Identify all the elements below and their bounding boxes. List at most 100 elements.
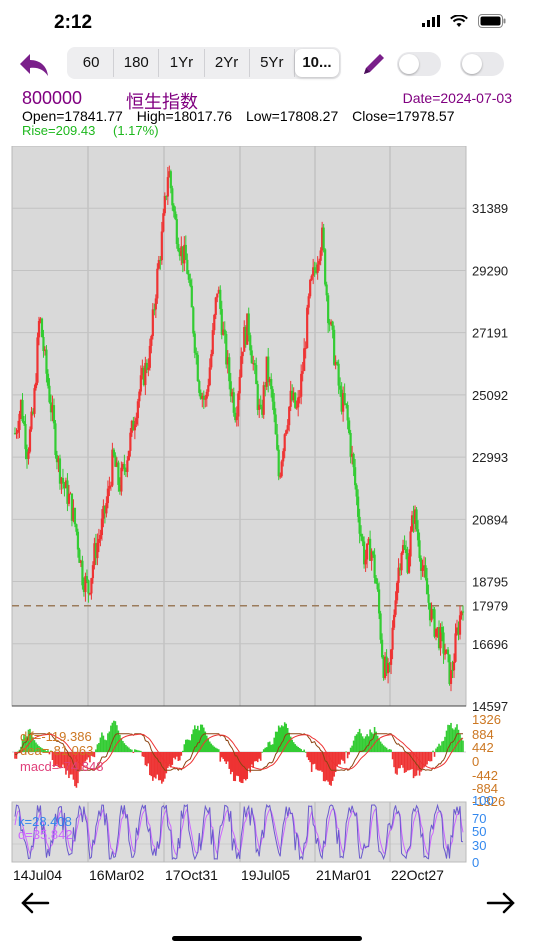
- candle-body: [57, 458, 60, 463]
- candle-body: [217, 289, 220, 294]
- candle-body: [449, 669, 453, 684]
- candle-body: [126, 460, 129, 472]
- macd-bar: [125, 744, 127, 752]
- macd-bar: [77, 752, 79, 784]
- candle-body: [153, 309, 156, 311]
- candle-body: [380, 639, 384, 658]
- macd-bar: [433, 752, 436, 757]
- candle-body: [234, 412, 237, 421]
- candle-body: [358, 516, 361, 534]
- candle-body: [142, 367, 145, 386]
- forward-arrow-icon[interactable]: [480, 888, 520, 918]
- pencil-icon[interactable]: [360, 50, 388, 78]
- candle-body: [228, 357, 231, 382]
- candle-body: [91, 565, 95, 579]
- period-segmented-control: 60 180 1Yr 2Yr 5Yr 10...: [67, 47, 341, 79]
- home-indicator: [172, 936, 362, 941]
- macd-bar: [39, 747, 42, 752]
- macd-bar: [238, 752, 241, 782]
- macd-bar: [84, 752, 87, 762]
- macd-bar: [309, 752, 311, 763]
- macd-bar: [32, 737, 34, 752]
- d-label: d=35.842: [18, 827, 73, 842]
- toggle-switch-2[interactable]: [460, 52, 504, 76]
- candle-body: [96, 542, 99, 559]
- macd-bar: [36, 744, 39, 752]
- macd-bar: [192, 729, 195, 752]
- candle-body: [372, 551, 375, 555]
- back-icon[interactable]: [18, 52, 50, 78]
- candle-body: [382, 657, 385, 678]
- wifi-icon: [450, 14, 468, 27]
- candle-body: [36, 337, 39, 383]
- candle-body: [351, 453, 354, 457]
- stock-chart[interactable]: 31389 29290 27191 25092 22993 20894 18795 17979…: [0, 146, 534, 886]
- candle-body: [177, 243, 180, 252]
- tab-5yr[interactable]: 5Yr: [250, 49, 295, 77]
- macd-bar: [116, 725, 118, 752]
- macd-bar: [312, 752, 314, 765]
- back-arrow-icon[interactable]: [18, 888, 58, 918]
- macd-bar: [210, 743, 213, 752]
- candle-body: [434, 628, 438, 637]
- price-tick-label: 22993: [472, 450, 508, 465]
- macd-bar: [131, 749, 133, 752]
- macd-bar: [354, 735, 356, 752]
- candle-body: [452, 661, 456, 671]
- status-bar: 2:12: [0, 0, 534, 46]
- tab-10yr[interactable]: 10...: [294, 49, 340, 77]
- candle-body: [25, 449, 29, 459]
- macd-bar: [390, 749, 392, 752]
- candle-body: [109, 485, 112, 487]
- low-value: Low=17808.27: [245, 108, 339, 124]
- candle-body: [279, 476, 282, 478]
- macd-bar: [393, 752, 395, 768]
- candle-body: [93, 543, 96, 566]
- macd-bar: [339, 752, 341, 765]
- candle-body: [367, 538, 370, 544]
- macd-bar: [315, 752, 317, 770]
- macd-bar: [450, 722, 452, 752]
- macd-bar: [301, 750, 304, 752]
- candle-body: [431, 608, 435, 610]
- candle-body: [270, 378, 273, 390]
- tab-2yr[interactable]: 2Yr: [205, 49, 250, 77]
- candle-body: [172, 205, 175, 212]
- candle-body: [315, 270, 318, 273]
- macd-bar: [170, 752, 172, 768]
- candle-body: [139, 375, 142, 392]
- macd-bar: [244, 752, 247, 781]
- candle-body: [295, 407, 298, 409]
- candle-body: [18, 413, 21, 430]
- candle-body: [310, 275, 313, 280]
- rise-percent: (1.17%): [113, 123, 159, 138]
- candle-body: [202, 395, 205, 400]
- macd-bar: [60, 752, 63, 769]
- candle-body: [443, 653, 447, 655]
- tab-1yr[interactable]: 1Yr: [159, 49, 205, 77]
- macd-bar: [405, 752, 407, 773]
- tab-60[interactable]: 60: [69, 49, 115, 77]
- macd-bar: [340, 752, 343, 760]
- candle-body: [144, 362, 147, 386]
- candle-body: [39, 318, 42, 322]
- macd-bar: [396, 752, 398, 775]
- candle-body: [330, 321, 333, 325]
- macd-bar: [288, 732, 290, 752]
- tab-180[interactable]: 180: [114, 49, 160, 77]
- candle-body: [374, 577, 378, 584]
- ohlc-row: Open=17841.77 High=18017.76 Low=17808.27…: [22, 108, 465, 124]
- candle-body: [325, 284, 328, 296]
- candle-body: [458, 615, 462, 635]
- candle-body: [331, 321, 334, 330]
- candle-body: [133, 424, 136, 431]
- toggle-switch-1[interactable]: [397, 52, 441, 76]
- macd-bar: [48, 752, 51, 755]
- candle-body: [244, 327, 247, 345]
- macd-bar: [246, 752, 249, 779]
- candle-body: [436, 627, 439, 629]
- candle-body: [410, 515, 414, 532]
- candle-body: [343, 393, 346, 404]
- macd-bar: [14, 752, 16, 759]
- macd-bar: [394, 752, 397, 774]
